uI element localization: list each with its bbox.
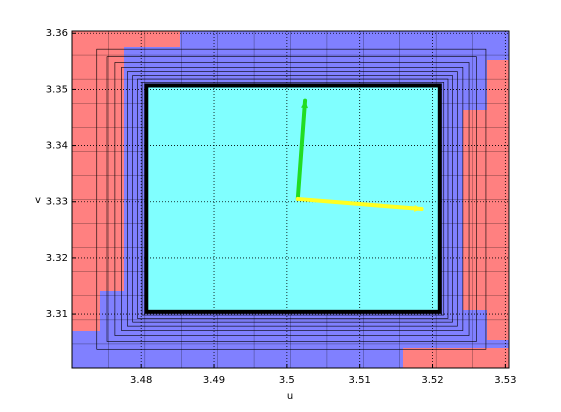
mesh-ring <box>141 82 445 316</box>
region <box>144 83 442 314</box>
plot-frame <box>71 30 510 369</box>
x-axis-label: u <box>287 391 293 402</box>
y-tick-label: 3.34 <box>46 141 68 152</box>
x-tick-label: 3.52 <box>421 375 443 386</box>
x-tick-label: 3.51 <box>349 375 371 386</box>
x-tick-label: 3.49 <box>203 375 225 386</box>
mesh-patch <box>72 31 100 331</box>
arrow-head <box>301 100 309 109</box>
y-tick-label: 3.31 <box>46 309 68 320</box>
mesh-patch <box>100 41 124 291</box>
mesh-ring <box>96 48 487 350</box>
mesh-ring <box>106 56 477 342</box>
arrow <box>295 196 424 212</box>
mesh-patch <box>403 348 509 368</box>
arrow <box>295 98 308 201</box>
y-tick-label: 3.32 <box>46 253 68 264</box>
x-tick-label: 3.53 <box>494 375 516 386</box>
mesh-patch <box>463 110 487 310</box>
y-tick-label: 3.35 <box>46 84 68 95</box>
y-tick-label: 3.33 <box>46 197 68 208</box>
mesh-ring <box>121 67 464 331</box>
mesh-patch <box>487 60 509 340</box>
y-tick-label: 3.36 <box>46 28 68 39</box>
mesh-ring <box>127 71 458 327</box>
x-tick-label: 3.48 <box>130 375 152 386</box>
mesh-patch <box>72 31 180 47</box>
x-tick-label: 3.5 <box>279 375 295 386</box>
arrow-head <box>414 204 422 212</box>
mesh-ring <box>114 62 470 336</box>
mesh-ring <box>132 75 453 323</box>
y-axis-label: v <box>35 195 41 206</box>
